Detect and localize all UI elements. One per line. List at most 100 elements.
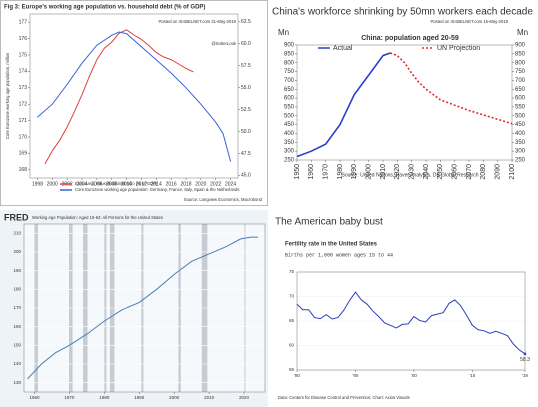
y-tick-label: 600 (284, 96, 295, 102)
plot-frame (23, 223, 266, 393)
y-tick-label: 170 (19, 134, 28, 140)
series-line (389, 52, 513, 125)
x-tick-label: 1980 (337, 164, 344, 180)
series-line (37, 31, 232, 162)
legend-label: Actual (333, 45, 353, 52)
y2-tick-label: 50.0 (241, 129, 251, 135)
x-tick-label: 2050 (437, 164, 444, 180)
y-tick-label: 176 (19, 36, 28, 42)
x-tick-label: 2000 (47, 181, 58, 187)
y-tick-label: 250 (284, 158, 295, 164)
x-tick-label: 1950 (294, 164, 301, 180)
legend-label: Core Eurozone working age population: Ge… (75, 187, 239, 192)
x-tick-label: 2014 (151, 181, 162, 187)
x-tick-label: '00 (411, 373, 417, 378)
chart-title: Working Age Population: Aged 15-64: All … (32, 215, 163, 220)
y-tick-label: 169 (19, 151, 28, 157)
x-tick-label: 2008 (106, 181, 117, 187)
x-tick-label: 1960 (308, 164, 315, 180)
y-tick-label: 210 (13, 231, 21, 236)
y2-axis-label: Mn (517, 28, 528, 37)
source: Source: United Nations, Haver Analytics,… (341, 172, 478, 178)
y-tick-label: 450 (284, 122, 295, 128)
y-tick-label: 300 (284, 149, 295, 155)
chart-title: China's workforce shrinking by 50mn work… (272, 7, 533, 18)
y-tick-label: 180 (13, 287, 21, 292)
x-tick-label: 1980 (99, 395, 110, 400)
x-tick-label: 1998 (32, 181, 43, 187)
x-tick-label: '10 (469, 373, 475, 378)
legend-label: UN Projection (437, 45, 480, 52)
y-axis-label: Mn (278, 28, 289, 37)
y2-tick-label: 600 (515, 96, 526, 102)
y-tick-label: 350 (284, 140, 295, 146)
x-tick-label: 2016 (166, 181, 177, 187)
y-tick-label: 65 (289, 318, 295, 323)
x-tick-label: 1970 (64, 395, 75, 400)
series-line (296, 291, 526, 355)
y-tick-label: 200 (13, 249, 21, 254)
y2-tick-label: 47.5 (241, 151, 251, 157)
x-tick-label: 2010 (204, 395, 215, 400)
source: Data: Centers for Disease Control and Pr… (278, 395, 410, 400)
x-tick-label: 1990 (351, 164, 358, 180)
chart-subtitle: Births per 1,000 women ages 15 to 44 (285, 252, 393, 258)
x-tick-label: 2090 (495, 164, 502, 180)
y-tick-label: 500 (284, 113, 295, 119)
y-tick-label: 70 (289, 294, 295, 299)
x-tick-label: 2000 (169, 395, 180, 400)
y2-tick-label: 52.5 (241, 107, 251, 113)
y2-tick-label: 62.5 (241, 19, 251, 25)
y2-tick-label: 57.5 (241, 63, 251, 69)
y-tick-label: 175 (19, 52, 28, 58)
x-tick-label: 1970 (323, 164, 330, 180)
x-tick-label: '19 (522, 373, 528, 378)
plot-frame (296, 271, 526, 371)
plot-frame (296, 44, 513, 161)
y-tick-label: 60 (289, 343, 295, 348)
y2-tick-label: 800 (515, 60, 526, 66)
y-tick-label: 750 (284, 69, 295, 75)
x-tick-label: 2000 (366, 164, 373, 180)
x-tick-label: 2020 (239, 395, 250, 400)
plot-frame (29, 13, 239, 179)
y-tick-label: 800 (284, 60, 295, 66)
x-tick-label: 2040 (423, 164, 430, 180)
y2-tick-label: 350 (515, 140, 526, 146)
y2-tick-label: 500 (515, 113, 526, 119)
x-tick-label: 2022 (210, 181, 221, 187)
panel-frame (0, 0, 268, 206)
y-tick-label: 174 (19, 69, 28, 75)
chart-title: Fertility rate in the United States (285, 242, 378, 248)
x-tick-label: 2060 (452, 164, 459, 180)
y-tick-label: 173 (19, 85, 28, 91)
series-line (44, 29, 194, 165)
logo: FRED (4, 212, 29, 222)
y-tick-label: 177 (19, 20, 28, 26)
y-tick-label: 400 (284, 131, 295, 137)
y2-tick-label: 900 (515, 43, 526, 49)
annotation: Posted on ISABELNET.com 15-May-2019 (430, 19, 508, 24)
y-tick-label: 150 (13, 343, 21, 348)
y-tick-label: 171 (19, 118, 28, 124)
y-tick-label: 850 (284, 51, 295, 57)
y2-tick-label: 450 (515, 122, 526, 128)
x-tick-label: 2030 (409, 164, 416, 180)
x-tick-label: 2020 (195, 181, 206, 187)
legend-label: Euro Area, Household debt ratio (% of GD… (75, 181, 158, 186)
annotation: @SoberLook (211, 41, 236, 46)
x-tick-label: 2100 (509, 164, 516, 180)
y-axis-label: Core Eurozone working age population, mi… (5, 52, 10, 139)
y2-tick-label: 850 (515, 51, 526, 57)
y-tick-label: 190 (13, 268, 21, 273)
x-tick-label: 2010 (121, 181, 132, 187)
heading: The American baby bust (275, 217, 383, 228)
y-tick-label: 172 (19, 102, 28, 108)
y2-tick-label: 60.0 (241, 41, 251, 47)
y-tick-label: 130 (13, 380, 21, 385)
y2-tick-label: 250 (515, 158, 526, 164)
y2-tick-label: 550 (515, 105, 526, 111)
series-line (296, 52, 391, 158)
y-tick-label: 160 (13, 324, 21, 329)
